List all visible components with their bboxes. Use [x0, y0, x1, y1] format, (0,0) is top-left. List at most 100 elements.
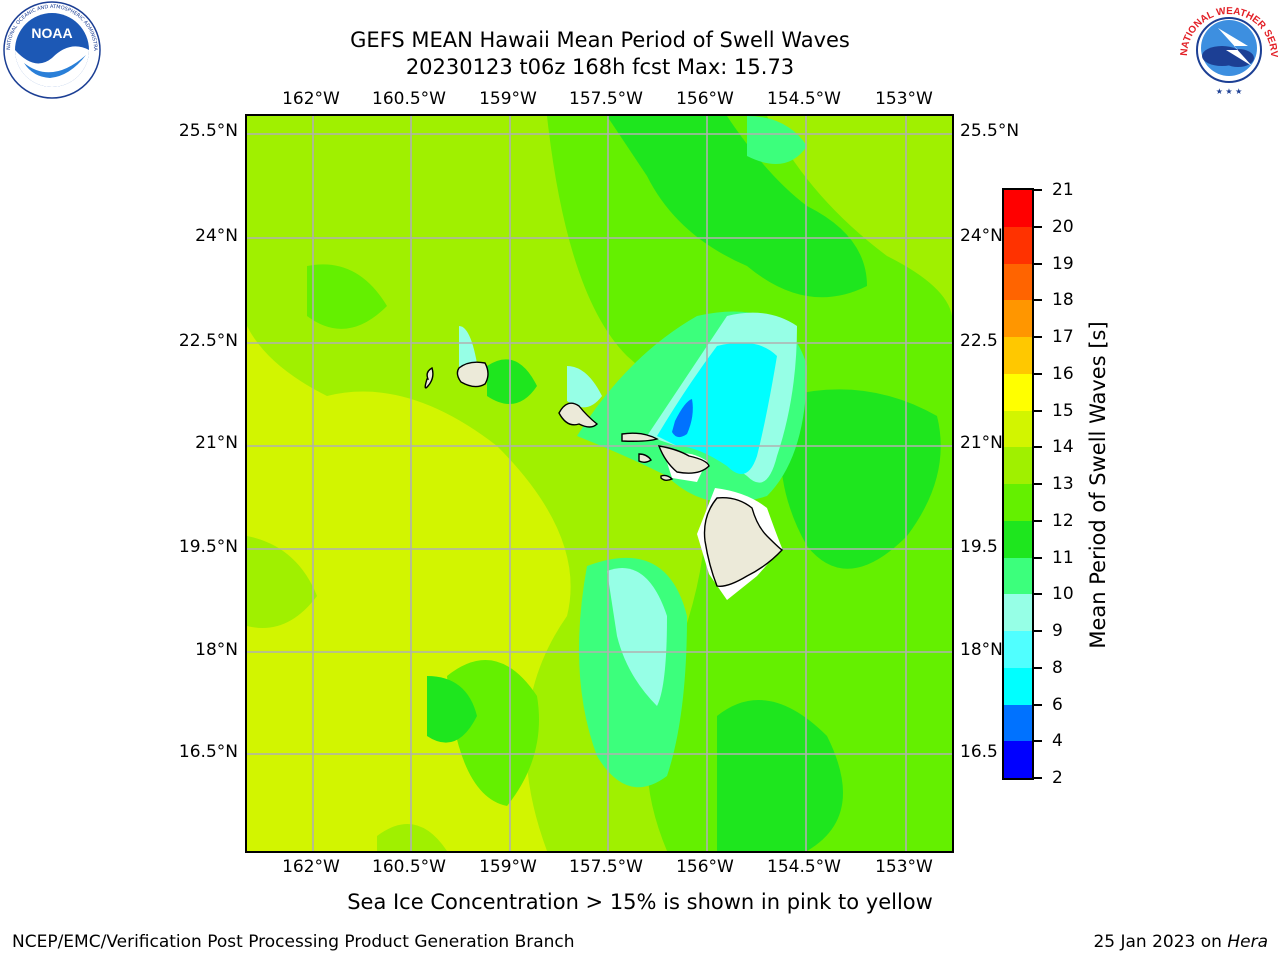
colorbar-tick: [1034, 409, 1042, 412]
svg-text:★ ★ ★: ★ ★ ★: [1216, 87, 1243, 96]
colorbar-segment: [1004, 630, 1032, 668]
field-10-11s: [487, 359, 537, 404]
colorbar-tick-label: 21: [1052, 180, 1074, 200]
colorbar-tick-label: 17: [1052, 327, 1074, 347]
field-12-13s: [377, 824, 447, 851]
lat-label: 24°N: [960, 226, 1003, 246]
colorbar-tick: [1034, 666, 1042, 669]
field-11-12s: [307, 264, 387, 329]
field-8-9s: [607, 568, 667, 706]
colorbar-segment: [1004, 299, 1032, 337]
colorbar-segment: [1004, 446, 1032, 484]
lon-label: 157.5°W: [569, 89, 643, 109]
colorbar-tick-label: 13: [1052, 474, 1074, 494]
lon-label: 160.5°W: [372, 857, 446, 877]
colorbar-tick-label: 15: [1052, 400, 1074, 421]
colorbar-segment: [1004, 373, 1032, 411]
colorbar-tick: [1034, 630, 1042, 632]
nws-logo: NATIONAL WEATHER SERVICE ★ ★ ★: [1174, 0, 1280, 100]
colorbar-tick: [1034, 189, 1042, 191]
colorbar-segment: [1004, 557, 1032, 595]
colorbar-tick: [1034, 556, 1042, 559]
lat-label: 21°N: [195, 433, 238, 453]
colorbar-tick: [1034, 299, 1042, 302]
colorbar-tick: [1034, 336, 1042, 338]
lon-label: 160.5°W: [372, 89, 446, 109]
colorbar-tick-label: 8: [1052, 657, 1063, 678]
colorbar-tick-label: 10: [1052, 584, 1074, 605]
colorbar-tick: [1034, 483, 1042, 485]
lat-label: 19.5: [960, 537, 998, 557]
footer-host: Hera: [1227, 932, 1268, 952]
colorbar-segment: [1004, 704, 1032, 742]
svg-text:NOAA: NOAA: [31, 25, 72, 41]
footer-credit: NCEP/EMC/Verification Post Processing Pr…: [12, 932, 575, 952]
colorbar-tick-label: 9: [1052, 621, 1063, 641]
colorbar-tick-label: 6: [1052, 694, 1063, 715]
hawaii-big-island: [703, 497, 784, 587]
colorbar-segment: [1004, 189, 1032, 227]
map-subtitle: 20230123 t06z 168h fcst Max: 15.73: [405, 55, 795, 79]
field-10-11s: [780, 389, 941, 569]
lanai-island: [638, 453, 652, 463]
lat-label: 25.5°N: [178, 121, 238, 141]
lat-label: 22.5°N: [178, 331, 238, 351]
colorbar-segment: [1004, 263, 1032, 301]
colorbar-tick: [1034, 372, 1042, 375]
field-6-8s: [657, 342, 777, 474]
colorbar-tick: [1034, 519, 1042, 522]
colorbar-tick-label: 2: [1052, 768, 1063, 788]
colorbar-tick-label: 18: [1052, 290, 1074, 311]
lat-label: 21°N: [960, 433, 1003, 453]
colorbar-tick-label: 12: [1052, 510, 1074, 531]
lon-label: 157.5°W: [569, 857, 643, 877]
colorbar-segment: [1004, 483, 1032, 521]
field-10-11s: [717, 700, 843, 851]
colorbar-segment: [1004, 520, 1032, 558]
oahu-island: [558, 402, 599, 428]
sea-ice-caption: Sea Ice Concentration > 15% is shown in …: [347, 890, 933, 914]
footer-date: 25 Jan 2023 on Hera: [1093, 932, 1268, 952]
lat-label: 18°N: [960, 640, 1003, 660]
lon-label: 153°W: [875, 857, 933, 877]
swell-period-field: [247, 116, 952, 851]
field-9-10s: [747, 116, 807, 164]
lon-label: 156°W: [676, 857, 734, 877]
lon-label: 159°W: [479, 857, 537, 877]
colorbar-tick-label: 14: [1052, 437, 1074, 458]
lat-label: 22.5: [960, 331, 998, 351]
colorbar-tick-label: 20: [1052, 216, 1074, 237]
lon-label: 162°W: [282, 857, 340, 877]
field-10-11s: [427, 676, 477, 743]
lon-label: 159°W: [479, 89, 537, 109]
field-12-13s: [247, 536, 317, 628]
noaa-logo: NOAA NATIONAL OCEANIC AND ATMOSPHERIC AD…: [0, 0, 104, 100]
colorbar-tick: [1034, 262, 1042, 265]
map-plot-area[interactable]: [245, 114, 954, 853]
field-10-11s: [607, 116, 867, 298]
field-8-9s: [567, 366, 602, 408]
molokai-island: [621, 432, 659, 442]
colorbar-tick: [1034, 593, 1042, 596]
kauai-island: [456, 361, 489, 388]
field-4-6s: [672, 399, 693, 438]
lat-label: 25.5°N: [960, 121, 1020, 141]
colorbar-tick-label: 11: [1052, 547, 1074, 568]
lat-label: 24°N: [195, 226, 238, 246]
lat-label: 18°N: [195, 640, 238, 660]
lon-label: 153°W: [875, 89, 933, 109]
colorbar-segment: [1004, 667, 1032, 705]
colorbar-segment: [1004, 336, 1032, 374]
colorbar-tick-label: 16: [1052, 363, 1074, 384]
colorbar-tick-label: 19: [1052, 253, 1074, 274]
colorbar-segment: [1004, 410, 1032, 448]
lon-label: 156°W: [676, 89, 734, 109]
colorbar-tick: [1034, 446, 1042, 449]
field-11-12s: [447, 660, 539, 806]
lon-label: 162°W: [282, 89, 340, 109]
lon-label: 154.5°W: [767, 857, 841, 877]
colorbar-tick: [1034, 740, 1042, 743]
colorbar-title: Mean Period of Swell Waves [s]: [1086, 321, 1110, 649]
maui-island: [657, 445, 710, 474]
colorbar-tick: [1034, 777, 1042, 779]
